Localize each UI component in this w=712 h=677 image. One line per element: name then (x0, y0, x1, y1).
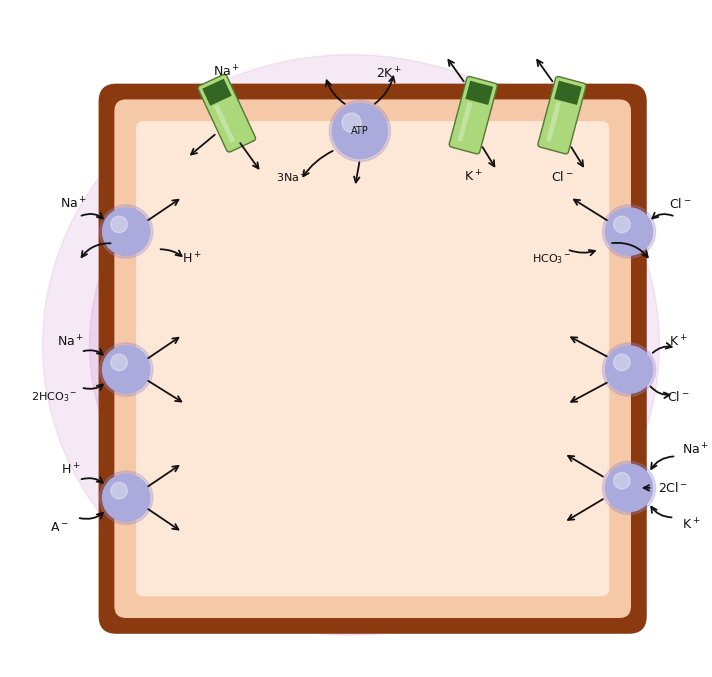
Circle shape (605, 464, 653, 512)
FancyBboxPatch shape (115, 100, 631, 618)
Text: K$^+$: K$^+$ (464, 170, 483, 185)
Circle shape (103, 474, 150, 521)
Circle shape (100, 343, 153, 396)
Circle shape (605, 346, 653, 393)
Text: Cl$^-$: Cl$^-$ (551, 171, 573, 184)
Circle shape (103, 346, 150, 393)
Ellipse shape (43, 55, 659, 635)
Bar (466, 81, 493, 105)
Circle shape (111, 482, 127, 499)
FancyBboxPatch shape (98, 84, 646, 634)
Text: H$^+$: H$^+$ (61, 462, 80, 478)
Text: ATP: ATP (351, 126, 369, 136)
Circle shape (333, 104, 387, 158)
Circle shape (605, 208, 653, 255)
Text: K$^+$: K$^+$ (669, 334, 688, 349)
Text: Na$^+$: Na$^+$ (61, 196, 88, 212)
Circle shape (111, 216, 127, 233)
Circle shape (100, 471, 153, 525)
FancyBboxPatch shape (198, 74, 256, 152)
Circle shape (602, 461, 656, 515)
Circle shape (111, 354, 127, 371)
Text: K$^+$: K$^+$ (682, 518, 701, 533)
Bar (214, 104, 235, 143)
Circle shape (614, 354, 630, 371)
Circle shape (342, 113, 361, 132)
FancyBboxPatch shape (538, 77, 586, 154)
Circle shape (614, 473, 630, 489)
Text: 3Na$^+$: 3Na$^+$ (276, 170, 308, 185)
Circle shape (602, 343, 656, 396)
Circle shape (602, 205, 656, 258)
Text: Cl$^-$: Cl$^-$ (669, 197, 691, 211)
Bar (546, 102, 561, 141)
Text: Na$^+$: Na$^+$ (58, 334, 85, 349)
Circle shape (103, 208, 150, 255)
Text: Cl$^-$: Cl$^-$ (667, 390, 689, 404)
Text: Na$^+$: Na$^+$ (213, 64, 241, 79)
Circle shape (614, 216, 630, 233)
Text: Na$^+$: Na$^+$ (682, 443, 709, 458)
Text: 2K$^+$: 2K$^+$ (376, 66, 402, 81)
Text: 2Cl$^-$: 2Cl$^-$ (658, 481, 688, 495)
Ellipse shape (143, 150, 559, 540)
Ellipse shape (90, 99, 612, 591)
FancyBboxPatch shape (136, 121, 609, 596)
Text: 2HCO$_3$$^-$: 2HCO$_3$$^-$ (31, 390, 78, 404)
Ellipse shape (200, 203, 502, 487)
Circle shape (100, 205, 153, 258)
Bar (554, 81, 582, 105)
Bar (457, 102, 473, 141)
Circle shape (329, 100, 390, 162)
Text: A$^-$: A$^-$ (50, 521, 68, 533)
Text: H$^+$: H$^+$ (182, 251, 202, 267)
Text: HCO$_3$$^-$: HCO$_3$$^-$ (533, 253, 572, 266)
Bar (202, 79, 231, 106)
FancyBboxPatch shape (449, 77, 497, 154)
